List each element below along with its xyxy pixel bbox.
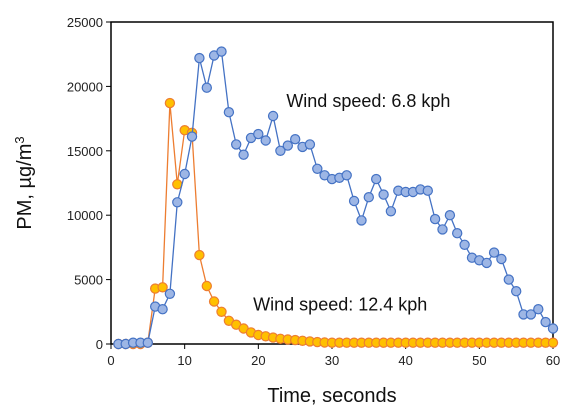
series-12-4-kph-point [547, 337, 559, 348]
series-6-8-kph-point [488, 247, 500, 258]
series-6-8-kph-point [282, 140, 293, 151]
series-6-8-kph-point [459, 239, 470, 250]
series-6-8-kph-point [437, 224, 448, 235]
annotations: Wind speed: 6.8 kph Wind speed: 12.4 kph [253, 91, 450, 315]
x-tick-label: 0 [107, 353, 114, 368]
x-tick-label: 50 [472, 353, 486, 368]
series-6-8-kph-point [179, 168, 190, 180]
series-6-8-kph-point [267, 110, 279, 122]
series-6-8-kph-point [194, 52, 205, 64]
series-12-4-kph-point [194, 249, 205, 261]
x-tick-label: 10 [177, 353, 191, 368]
series-12-4-kph-point [208, 296, 220, 307]
y-tick-label: 10000 [67, 208, 103, 223]
series-6-8-kph-point [540, 316, 551, 328]
series-6-8-kph-point [525, 309, 537, 320]
series-6-8-kph [113, 46, 559, 350]
y-tick-label: 0 [96, 337, 103, 352]
series-6-8-kph-point [216, 46, 227, 57]
series-6-8-kph-point [348, 195, 360, 207]
x-axis-title: Time, seconds [267, 385, 396, 407]
series-layer [113, 46, 559, 350]
series-12-4-kph-point [216, 306, 227, 317]
y-axis-title-superscript: 3 [12, 136, 27, 143]
y-axis-ticks: 0 5000 10000 15000 20000 25000 [67, 15, 111, 352]
series-6-8-kph-point [533, 304, 544, 315]
series-12-4-kph-point [201, 280, 212, 292]
series-6-8-kph-point [290, 133, 301, 145]
y-tick-label: 5000 [74, 273, 103, 288]
series-6-8-kph-point [444, 209, 456, 221]
series-6-8-kph-point [238, 149, 249, 160]
x-tick-label: 30 [325, 353, 339, 368]
series-6-8-kph-point [378, 189, 389, 200]
series-6-8-kph-point [253, 128, 264, 140]
y-axis-title: PM, µg/m3 [12, 136, 37, 229]
series-12-4-kph-point [164, 97, 176, 109]
y-tick-label: 25000 [67, 15, 103, 30]
series-6-8-kph-point [503, 274, 514, 285]
series-6-8-kph-point [275, 145, 286, 156]
series-6-8-kph-point [142, 337, 153, 348]
series-12-4-kph-point [157, 282, 168, 293]
series-6-8-kph-point [312, 163, 323, 174]
x-tick-label: 60 [546, 353, 560, 368]
series-6-8-kph-point [385, 206, 397, 217]
series-6-8-kph-point [363, 191, 374, 203]
series-6-8-kph-point [452, 227, 463, 239]
x-tick-label: 20 [251, 353, 265, 368]
y-axis-title-main: PM, µg/m [14, 144, 36, 230]
series-6-8-kph-point [157, 304, 168, 315]
series-6-8-kph-point [429, 213, 441, 225]
series-6-8-kph-point [223, 106, 235, 118]
series-6-8-kph-point [260, 135, 271, 146]
series-6-8-kph-point [172, 197, 183, 208]
series-6-8-kph-point [371, 173, 382, 185]
series-6-8-kph-point [422, 185, 433, 196]
series-6-8-kph-point [496, 253, 507, 265]
series-6-8-kph-point [164, 288, 176, 299]
series-6-8-kph-point [186, 131, 198, 142]
series-6-8-kph-point [201, 82, 212, 93]
annotation-label: Wind speed: 6.8 kph [286, 91, 450, 111]
y-tick-label: 15000 [67, 144, 103, 159]
series-6-8-kph-point [511, 286, 522, 297]
series-6-8-kph-point [341, 170, 352, 181]
series-6-8-kph-point [547, 323, 559, 334]
x-tick-label: 40 [398, 353, 412, 368]
series-6-8-kph-point [304, 139, 316, 150]
y-tick-label: 20000 [67, 79, 103, 94]
x-axis-ticks: 0 10 20 30 40 50 60 [107, 344, 560, 368]
series-6-8-kph-point [230, 139, 242, 150]
series-6-8-kph-point [481, 257, 492, 269]
series-6-8-kph-point [356, 215, 367, 226]
annotation-label: Wind speed: 12.4 kph [253, 295, 427, 315]
